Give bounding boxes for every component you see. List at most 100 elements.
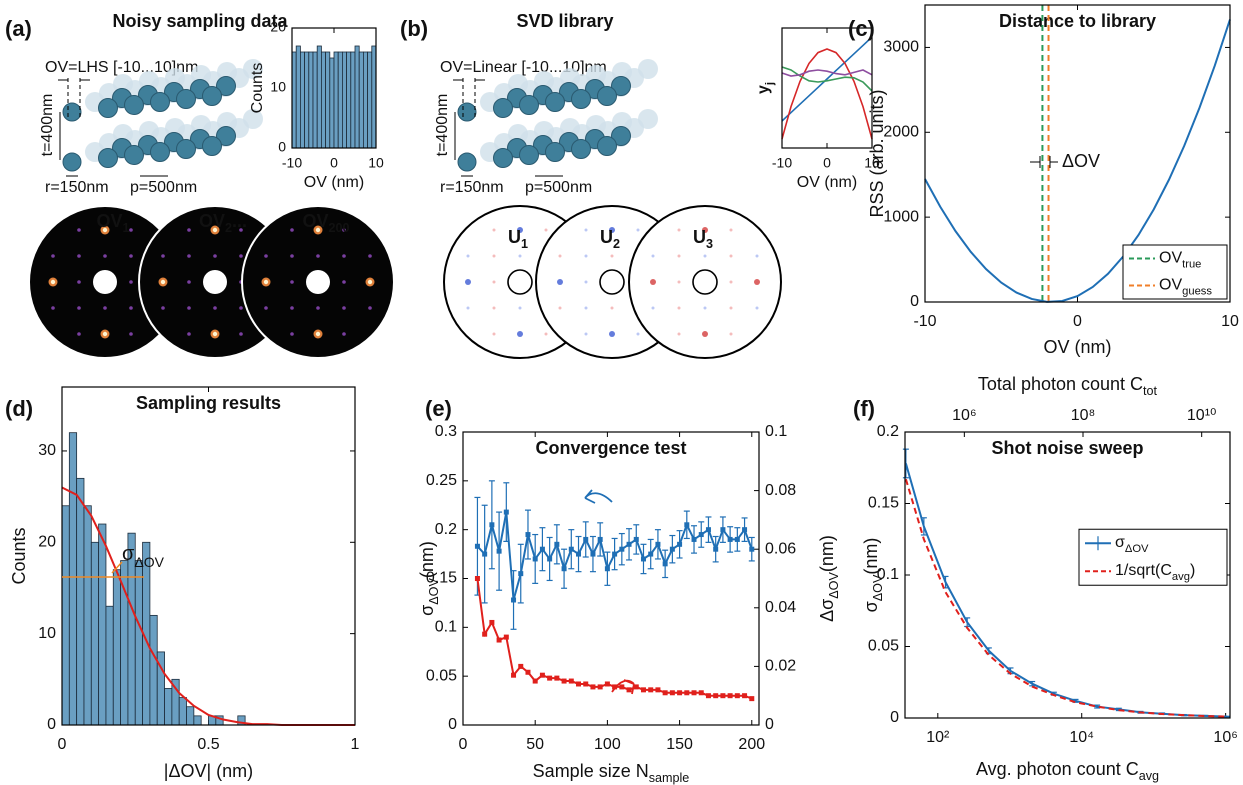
spot-faint xyxy=(213,306,217,310)
spot-faint xyxy=(492,228,496,232)
spot-faint xyxy=(239,228,243,232)
disc-label: OV1 xyxy=(96,211,129,236)
sphere xyxy=(457,152,477,172)
annotation-line xyxy=(111,561,123,574)
chart: -10 0 10 yj OV (nm) xyxy=(755,27,880,191)
panel-label: (d) xyxy=(5,396,33,421)
spot-faint xyxy=(342,228,346,232)
spot-faint xyxy=(213,254,217,258)
y2-tick-label: 0.02 xyxy=(765,658,796,675)
spot-faint xyxy=(492,332,496,336)
y-tick-label: 0.2 xyxy=(435,521,457,538)
panel-title: SVD library xyxy=(516,11,613,31)
bar xyxy=(83,505,92,726)
label-part: (nm) xyxy=(861,538,881,575)
bar xyxy=(178,697,187,726)
sphere xyxy=(571,89,591,109)
spot-faint xyxy=(290,306,294,310)
marker xyxy=(648,687,654,693)
spot xyxy=(315,331,321,337)
marker xyxy=(713,546,719,552)
spot-faint xyxy=(729,332,733,336)
series-line xyxy=(476,578,753,700)
label-part: OV xyxy=(1159,277,1182,294)
label-part: U xyxy=(693,227,706,247)
label-part: ... xyxy=(232,211,247,231)
spot-faint xyxy=(368,254,372,258)
marker xyxy=(539,546,545,552)
marker xyxy=(482,631,488,637)
spot-faint xyxy=(77,254,81,258)
spot-faint xyxy=(161,254,165,258)
y-tick-label: 0.25 xyxy=(426,472,457,489)
sphere xyxy=(150,142,170,162)
subscript: 2 xyxy=(225,221,232,235)
marker xyxy=(619,684,625,690)
marker xyxy=(640,687,646,693)
thickness-label: t=400nm xyxy=(39,94,56,157)
series-line xyxy=(904,478,1228,718)
marker xyxy=(720,693,726,699)
spot-faint xyxy=(187,332,191,336)
marker xyxy=(655,541,661,547)
spot-faint xyxy=(129,280,133,284)
legend-label: σΔOV xyxy=(1115,534,1149,555)
y2-tick-label: 0.1 xyxy=(765,423,787,440)
spot-faint xyxy=(129,254,133,258)
marker xyxy=(547,675,553,681)
spot-faint xyxy=(342,280,346,284)
spot-faint xyxy=(703,306,707,310)
bar xyxy=(316,45,322,149)
bar xyxy=(61,505,70,726)
bar xyxy=(362,51,368,149)
marker xyxy=(734,536,740,542)
spot-faint xyxy=(677,332,681,336)
series-line xyxy=(924,19,1231,303)
y-tick-label: 0.3 xyxy=(435,423,457,440)
bar xyxy=(299,51,305,149)
spot-faint xyxy=(77,280,81,284)
y-tick-label: 0.15 xyxy=(426,570,457,587)
plot-frame xyxy=(291,27,377,149)
spot-faint xyxy=(518,306,522,310)
y2-tick-label: 0.04 xyxy=(765,599,796,616)
x-tick-label: 0 xyxy=(459,736,468,753)
bar xyxy=(164,688,173,726)
marker xyxy=(677,541,683,547)
spot-faint xyxy=(290,332,294,336)
sphere xyxy=(176,89,196,109)
label-part: Avg. photon count C xyxy=(976,759,1139,779)
marker xyxy=(561,566,567,572)
legend-label: 1/sqrt(Cavg) xyxy=(1115,562,1195,583)
marker xyxy=(742,693,748,699)
spot-faint xyxy=(51,306,55,310)
spot xyxy=(315,227,321,233)
spot-faint xyxy=(264,254,268,258)
y2-tick-label: 0 xyxy=(765,716,774,733)
marker xyxy=(532,678,538,684)
spot-faint xyxy=(103,306,107,310)
sphere xyxy=(597,86,617,106)
sphere xyxy=(597,136,617,156)
marker xyxy=(568,678,574,684)
panel-label: (c) xyxy=(848,16,875,41)
sphere xyxy=(571,139,591,159)
label-part: U xyxy=(600,227,613,247)
marker xyxy=(727,693,733,699)
plot-frame xyxy=(462,431,760,726)
subscript: 2 xyxy=(613,237,620,251)
marker xyxy=(496,637,502,643)
spot-faint xyxy=(316,254,320,258)
legend-label: OVguess xyxy=(1159,277,1212,298)
spot xyxy=(650,279,656,285)
x-axis-label: OV (nm) xyxy=(797,174,857,191)
x-axis-label: Avg. photon count Cavg xyxy=(976,759,1159,784)
label-part: σ xyxy=(861,601,881,612)
spot-faint xyxy=(77,332,81,336)
spot xyxy=(702,331,708,337)
chart-title: Shot noise sweep xyxy=(991,438,1143,458)
marker xyxy=(684,690,690,696)
sphere xyxy=(545,142,565,162)
subscript: 3 xyxy=(706,237,713,251)
series-line xyxy=(781,69,873,77)
